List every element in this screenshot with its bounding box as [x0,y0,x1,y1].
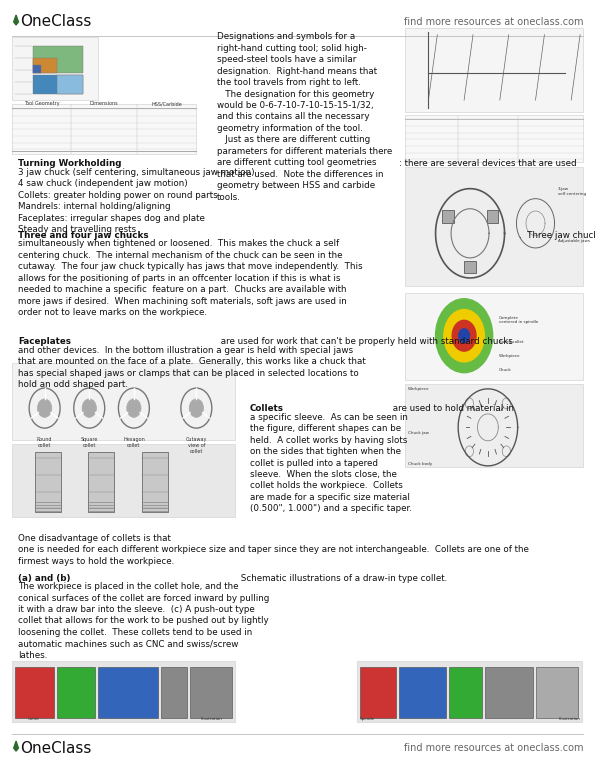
Polygon shape [14,741,18,752]
Text: 3-jaw
self centering: 3-jaw self centering [558,187,586,196]
Circle shape [189,399,203,417]
Circle shape [82,399,96,417]
Polygon shape [14,15,18,25]
FancyBboxPatch shape [464,260,476,273]
FancyBboxPatch shape [33,46,83,73]
Text: Collet: Collet [28,718,40,721]
FancyBboxPatch shape [15,667,54,718]
Text: Adjustable jaws: Adjustable jaws [558,239,590,243]
Circle shape [37,399,52,417]
Text: Three and four jaw chucks: Three and four jaw chucks [18,231,149,240]
FancyBboxPatch shape [161,667,187,718]
FancyBboxPatch shape [405,116,583,162]
Circle shape [452,320,476,351]
Circle shape [459,329,469,343]
FancyBboxPatch shape [405,28,583,112]
Text: Square
collet: Square collet [80,437,98,448]
Text: Faceplates: Faceplates [18,337,71,346]
FancyBboxPatch shape [57,667,95,718]
Text: Round
collet: Round collet [37,437,52,448]
Text: Illustration: Illustration [558,718,580,721]
FancyBboxPatch shape [360,667,396,718]
Text: find more resources at oneclass.com: find more resources at oneclass.com [403,17,583,27]
Text: One disadvantage of collets is that
one is needed for each different workpiece s: One disadvantage of collets is that one … [18,534,529,565]
Text: Tool Geometry: Tool Geometry [24,102,60,106]
Text: a specific sleeve.  As can be seen in
the figure, different shapes can be
held. : a specific sleeve. As can be seen in the… [250,413,412,514]
Text: Designations and symbols for a
right-hand cutting tool; solid high-
speed-steel : Designations and symbols for a right-han… [217,32,393,202]
Circle shape [444,310,484,362]
Text: Workpiece: Workpiece [499,354,520,358]
Text: Cutaway
view of
collet: Cutaway view of collet [186,437,207,454]
Text: Turning Workholding: Turning Workholding [18,159,121,169]
FancyBboxPatch shape [399,667,446,718]
FancyBboxPatch shape [487,210,499,223]
Text: .  Three jaw chucks have three jaws that move: . Three jaw chucks have three jaws that … [519,231,595,240]
Text: find more resources at oneclass.com: find more resources at oneclass.com [403,743,583,753]
FancyBboxPatch shape [88,452,114,512]
FancyBboxPatch shape [190,667,232,718]
FancyBboxPatch shape [405,293,583,380]
Text: Collets: Collets [250,404,284,413]
FancyBboxPatch shape [142,452,168,512]
Text: The workpiece is placed in the collet hole, and the
conical surfaces of the coll: The workpiece is placed in the collet ho… [18,582,269,660]
Text: Complete
centered in spindle: Complete centered in spindle [499,316,538,324]
FancyBboxPatch shape [12,444,235,517]
Text: OneClass: OneClass [20,15,91,29]
Text: Bored collet: Bored collet [499,340,523,344]
Text: Illustration: Illustration [201,718,222,721]
Text: are used to hold material in: are used to hold material in [390,404,514,413]
Circle shape [436,299,493,373]
FancyBboxPatch shape [35,452,61,512]
FancyBboxPatch shape [12,363,235,440]
FancyBboxPatch shape [449,667,482,718]
Text: (a) and (b): (a) and (b) [18,574,70,583]
FancyBboxPatch shape [33,58,57,73]
Text: Spindle: Spindle [360,718,375,721]
FancyBboxPatch shape [441,210,453,223]
Text: simultaneously when tightened or loosened.  This makes the chuck a self
centerin: simultaneously when tightened or loosene… [18,239,362,317]
Text: 3 jaw chuck (self centering, simultaneous jaw motion)
4 saw chuck (independent j: 3 jaw chuck (self centering, simultaneou… [18,168,255,234]
FancyBboxPatch shape [357,661,582,722]
FancyBboxPatch shape [405,167,583,286]
Text: Dimensions: Dimensions [90,102,118,106]
FancyBboxPatch shape [12,37,98,100]
Text: Workpiece: Workpiece [408,387,429,390]
FancyBboxPatch shape [33,65,41,73]
FancyBboxPatch shape [405,384,583,467]
Text: Chuck: Chuck [499,368,511,372]
Text: Schematic illustrations of a draw-in type collet.: Schematic illustrations of a draw-in typ… [239,574,447,583]
Text: are used for work that can't be properly held with standard chucks: are used for work that can't be properly… [218,337,513,346]
Text: Chuck jaw: Chuck jaw [408,431,428,435]
Text: OneClass: OneClass [20,741,91,755]
FancyBboxPatch shape [485,667,533,718]
Text: Hexagon
collet: Hexagon collet [123,437,145,448]
FancyBboxPatch shape [12,104,196,154]
FancyBboxPatch shape [57,75,83,94]
Text: : there are several devices that are used: : there are several devices that are use… [399,159,577,169]
Text: and other devices.  In the bottom illustration a gear is held with special jaws
: and other devices. In the bottom illustr… [18,346,365,389]
FancyBboxPatch shape [98,667,158,718]
FancyBboxPatch shape [33,75,83,94]
FancyBboxPatch shape [536,667,578,718]
Circle shape [127,399,141,417]
Text: Chuck body: Chuck body [408,462,432,466]
FancyBboxPatch shape [12,661,235,722]
Text: HSS/Carbide: HSS/Carbide [151,102,182,106]
